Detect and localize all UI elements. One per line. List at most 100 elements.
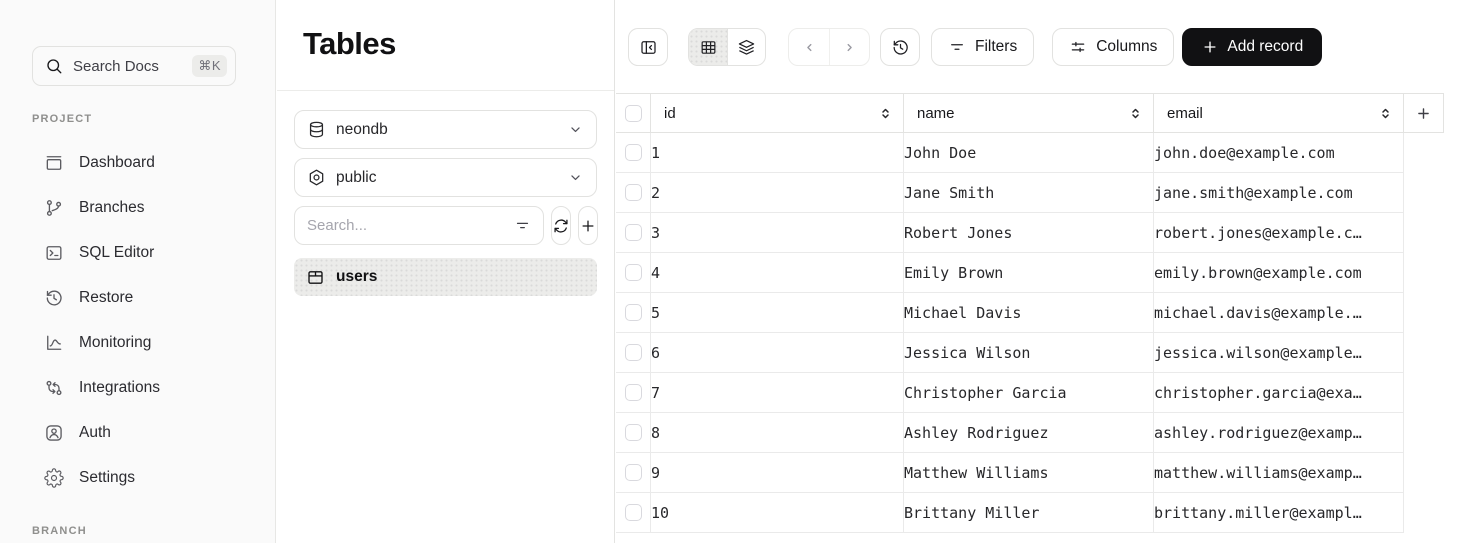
collapse-panel-button[interactable] xyxy=(628,28,668,66)
row-checkbox[interactable] xyxy=(624,464,642,481)
id-value: 10 xyxy=(651,503,670,522)
branch-section-label: BRANCH xyxy=(32,525,87,537)
email-value: jane.smith@example.com xyxy=(1154,183,1353,202)
cell-name[interactable]: John Doe xyxy=(904,133,1154,173)
filters-button[interactable]: Filters xyxy=(931,28,1035,66)
sidebar-item-integrations[interactable]: Integrations xyxy=(0,365,275,410)
cell-name[interactable]: Christopher Garcia xyxy=(904,373,1154,413)
cell-name[interactable]: Jane Smith xyxy=(904,173,1154,213)
cell-name[interactable]: Robert Jones xyxy=(904,213,1154,253)
restore-icon xyxy=(44,288,64,308)
sidebar: Search Docs ⌘K PROJECT Dashboard Branches… xyxy=(0,0,276,543)
cell-email[interactable]: jane.smith@example.com xyxy=(1154,173,1404,213)
email-value: john.doe@example.com xyxy=(1154,143,1335,162)
history-button[interactable] xyxy=(880,28,920,66)
cell-email[interactable]: christopher.garcia@example.com xyxy=(1154,373,1404,413)
cell-name[interactable]: Brittany Miller xyxy=(904,493,1154,533)
chevron-right-icon xyxy=(840,38,859,57)
cell-name[interactable]: Michael Davis xyxy=(904,293,1154,333)
cell-email[interactable]: emily.brown@example.com xyxy=(1154,253,1404,293)
cell-email[interactable]: matthew.williams@example.com xyxy=(1154,453,1404,493)
row-checkbox[interactable] xyxy=(624,504,642,521)
sidebar-item-sql-editor[interactable]: SQL Editor xyxy=(0,230,275,275)
cell-id[interactable]: 7 xyxy=(651,373,904,413)
table-row: 6 Jessica Wilson jessica.wilson@example.co… xyxy=(616,333,1444,373)
row-checkbox[interactable] xyxy=(624,304,642,321)
sidebar-item-auth[interactable]: Auth xyxy=(0,410,275,455)
schema-icon xyxy=(307,168,326,187)
sort-icon[interactable] xyxy=(1128,106,1143,121)
sidebar-item-restore[interactable]: Restore xyxy=(0,275,275,320)
sidebar-item-label: Branches xyxy=(79,198,145,216)
layers-view-button[interactable] xyxy=(727,29,765,65)
page-title: Tables xyxy=(303,26,396,61)
row-checkbox[interactable] xyxy=(624,424,642,441)
cell-id[interactable]: 10 xyxy=(651,493,904,533)
column-header-id: id xyxy=(664,104,676,122)
add-record-button[interactable]: Add record xyxy=(1182,28,1323,66)
next-page-button[interactable] xyxy=(829,29,869,65)
tables-panel: Tables neondb public xyxy=(277,0,615,543)
sidebar-item-monitoring[interactable]: Monitoring xyxy=(0,320,275,365)
layers-view-icon xyxy=(737,38,756,57)
table-row: 4 Emily Brown emily.brown@example.com xyxy=(616,253,1444,293)
row-checkbox[interactable] xyxy=(624,144,642,161)
table-list-item-users[interactable]: users xyxy=(294,258,597,296)
cell-id[interactable]: 6 xyxy=(651,333,904,373)
sidebar-item-dashboard[interactable]: Dashboard xyxy=(0,140,275,185)
select-all-checkbox[interactable] xyxy=(624,104,642,122)
cell-id[interactable]: 9 xyxy=(651,453,904,493)
table-row: 1 John Doe john.doe@example.com xyxy=(616,133,1444,173)
grid-header-row: id name email xyxy=(616,93,1444,133)
sidebar-item-label: Auth xyxy=(79,423,111,441)
email-value: emily.brown@example.com xyxy=(1154,263,1362,282)
cell-email[interactable]: robert.jones@example.com xyxy=(1154,213,1404,253)
cell-name[interactable]: Matthew Williams xyxy=(904,453,1154,493)
sidebar-item-label: Monitoring xyxy=(79,333,152,351)
table-search-input[interactable] xyxy=(307,217,506,234)
row-checkbox[interactable] xyxy=(624,344,642,361)
cell-email[interactable]: michael.davis@example.com xyxy=(1154,293,1404,333)
cell-name[interactable]: Jessica Wilson xyxy=(904,333,1154,373)
cell-name[interactable]: Emily Brown xyxy=(904,253,1154,293)
keyboard-shortcut-badge: ⌘K xyxy=(192,55,227,77)
row-checkbox[interactable] xyxy=(624,224,642,241)
grid-view-button[interactable] xyxy=(689,29,727,65)
cell-id[interactable]: 1 xyxy=(651,133,904,173)
cell-id[interactable]: 8 xyxy=(651,413,904,453)
email-value: brittany.miller@example.com xyxy=(1154,503,1363,522)
cell-email[interactable]: john.doe@example.com xyxy=(1154,133,1404,173)
row-checkbox[interactable] xyxy=(624,184,642,201)
search-docs-label: Search Docs xyxy=(73,57,159,75)
sort-icon[interactable] xyxy=(1378,106,1393,121)
cell-email[interactable]: brittany.miller@example.com xyxy=(1154,493,1404,533)
cell-id[interactable]: 3 xyxy=(651,213,904,253)
chevron-left-icon xyxy=(800,38,819,57)
prev-page-button[interactable] xyxy=(789,29,829,65)
chevron-down-icon xyxy=(567,169,584,186)
cell-email[interactable]: jessica.wilson@example.com xyxy=(1154,333,1404,373)
cell-id[interactable]: 2 xyxy=(651,173,904,213)
cell-id[interactable]: 5 xyxy=(651,293,904,333)
sidebar-nav: Dashboard Branches SQL Editor Restore Monito… xyxy=(0,140,275,500)
sidebar-item-label: Restore xyxy=(79,288,134,306)
sidebar-item-branches[interactable]: Branches xyxy=(0,185,275,230)
schema-select[interactable]: public xyxy=(294,158,597,197)
add-column-button[interactable] xyxy=(1404,93,1444,133)
name-value: John Doe xyxy=(904,143,977,162)
toolbar: Filters Columns Add record xyxy=(628,28,1323,66)
id-value: 4 xyxy=(651,263,661,282)
column-header-email: email xyxy=(1167,104,1203,122)
cell-name[interactable]: Ashley Rodriguez xyxy=(904,413,1154,453)
refresh-tables-button[interactable] xyxy=(551,206,571,245)
cell-id[interactable]: 4 xyxy=(651,253,904,293)
columns-button[interactable]: Columns xyxy=(1052,28,1175,66)
sidebar-item-settings[interactable]: Settings xyxy=(0,455,275,500)
cell-email[interactable]: ashley.rodriguez@example.com xyxy=(1154,413,1404,453)
database-select[interactable]: neondb xyxy=(294,110,597,149)
search-docs-button[interactable]: Search Docs ⌘K xyxy=(32,46,236,86)
add-table-button[interactable] xyxy=(578,206,598,245)
sort-icon[interactable] xyxy=(878,106,893,121)
row-checkbox[interactable] xyxy=(624,264,642,281)
row-checkbox[interactable] xyxy=(624,384,642,401)
